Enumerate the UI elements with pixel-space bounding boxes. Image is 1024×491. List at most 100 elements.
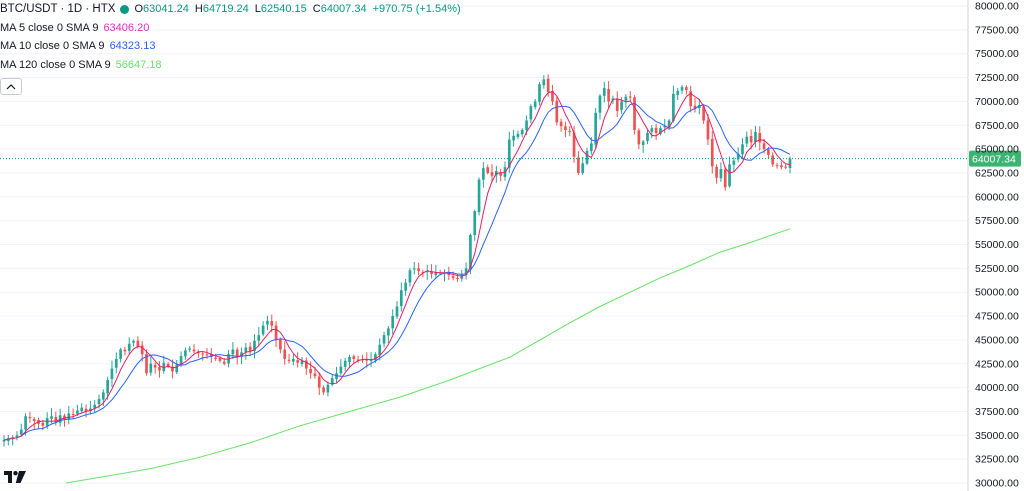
ma5-label[interactable]: MA 5 close 0 SMA 9: [0, 21, 99, 34]
candle: [568, 126, 572, 137]
candle-body: [214, 357, 217, 359]
candle-body: [369, 359, 373, 361]
candle: [382, 331, 386, 348]
candle: [67, 406, 71, 425]
ma120-label[interactable]: MA 120 close 0 SMA 9: [0, 58, 111, 71]
symbol-row[interactable]: BTC/USDT · 1D · HTX O63041.24 H64719.24 …: [0, 0, 461, 19]
candle-body: [140, 345, 144, 355]
candle: [741, 138, 744, 160]
candle: [538, 82, 541, 106]
candle: [184, 347, 187, 360]
low-value: 62540.15: [260, 3, 307, 15]
candle-body: [443, 273, 446, 275]
collapse-legend-button[interactable]: [0, 78, 22, 95]
candle: [564, 121, 567, 138]
candle: [274, 321, 278, 348]
candle: [145, 349, 148, 376]
ohlc-values: O63041.24 H64719.24 L62540.15 C64007.34 …: [134, 0, 460, 19]
candle-body: [171, 366, 174, 372]
candle-body: [399, 290, 403, 307]
candle: [132, 339, 135, 347]
candle: [594, 108, 597, 149]
candle-body: [248, 346, 252, 352]
candle-body: [101, 392, 105, 400]
candle-body: [317, 376, 321, 388]
ma5-line: [3, 91, 791, 441]
price-tick-label: 72500.00: [975, 72, 1019, 84]
candle: [93, 400, 97, 414]
candle: [317, 372, 321, 396]
low-key: L: [254, 3, 261, 15]
candle-body: [408, 270, 412, 283]
symbol-title[interactable]: BTC/USDT · 1D · HTX: [0, 3, 116, 15]
candle: [693, 97, 697, 113]
candle-body: [624, 96, 628, 101]
candle: [520, 128, 524, 138]
candle-body: [63, 415, 66, 420]
candle-body: [19, 429, 23, 435]
candle: [706, 113, 710, 145]
ma10-legend-row[interactable]: MA 10 close 0 SMA 9 64323.13: [0, 37, 461, 56]
candle: [477, 177, 481, 216]
candle-body: [114, 358, 118, 368]
price-tick-label: 47500.00: [975, 311, 1019, 323]
candle-body: [767, 149, 770, 155]
candle-body: [222, 361, 226, 364]
candle-body: [590, 143, 593, 152]
candle-body: [11, 437, 14, 439]
tradingview-logo-icon[interactable]: [4, 471, 26, 485]
candle-body: [326, 384, 330, 393]
candle-body: [754, 131, 757, 142]
candle-body: [723, 169, 727, 188]
candle: [408, 267, 412, 287]
candle-body: [287, 359, 291, 361]
candle-body: [84, 408, 88, 412]
candle-body: [469, 234, 472, 270]
candle-body: [300, 360, 304, 364]
candle-body: [689, 91, 693, 107]
candle-body: [749, 135, 753, 143]
candle-body: [127, 343, 131, 351]
candle-body: [343, 360, 347, 367]
candle: [533, 99, 537, 110]
candle-body: [201, 353, 204, 355]
price-tick-label: 75000.00: [975, 48, 1019, 60]
candle-body: [697, 105, 701, 109]
ma5-layer: [3, 91, 791, 441]
candle: [63, 413, 66, 427]
price-tick-label: 62500.00: [975, 167, 1019, 179]
candle-body: [564, 126, 567, 131]
green-dot-icon: [120, 4, 130, 14]
candle: [248, 342, 252, 357]
candle: [166, 361, 170, 369]
candle-body: [218, 358, 222, 361]
candle: [719, 162, 723, 182]
ma10-label[interactable]: MA 10 close 0 SMA 9: [0, 40, 105, 52]
high-key: H: [194, 3, 203, 15]
candle-body: [356, 359, 360, 361]
candle: [188, 346, 192, 353]
candle: [784, 164, 788, 170]
price-tick-label: 40000.00: [975, 382, 1019, 394]
candle-body: [348, 357, 351, 363]
ma10-layer: [3, 102, 791, 441]
ma5-legend-row[interactable]: MA 5 close 0 SMA 9 63406.20: [0, 19, 461, 38]
price-tick-label: 32500.00: [975, 454, 1019, 466]
candle: [749, 129, 753, 150]
candle: [89, 400, 92, 415]
candle-body: [365, 359, 369, 361]
candle-body: [516, 133, 520, 137]
candle-body: [209, 354, 213, 358]
candle-body: [339, 366, 343, 374]
price-tick-label: 35000.00: [975, 430, 1019, 442]
candle: [542, 75, 546, 89]
candle: [192, 344, 196, 354]
candle-body: [110, 368, 114, 380]
ma120-legend-row[interactable]: MA 120 close 0 SMA 9 56647.18: [0, 56, 461, 75]
candle: [287, 353, 291, 364]
candle-body: [507, 139, 511, 168]
candle-body: [32, 418, 36, 421]
candle-body: [464, 268, 468, 275]
candle-body: [538, 84, 541, 102]
